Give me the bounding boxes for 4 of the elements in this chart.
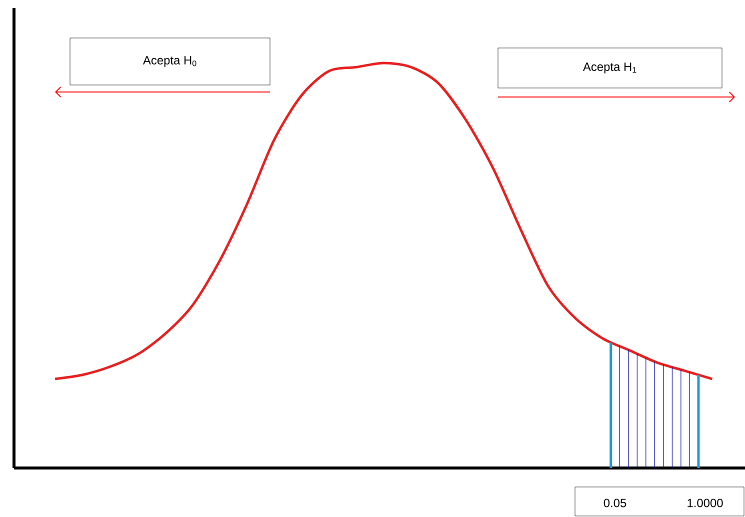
annotation: Acepta H$_{0}$ <box>142 56 196 67</box>
text: 0.05 <box>604 498 626 508</box>
text: 1.0000 <box>688 498 723 508</box>
annotation: Acepta H$_{1}$ <box>582 62 636 74</box>
